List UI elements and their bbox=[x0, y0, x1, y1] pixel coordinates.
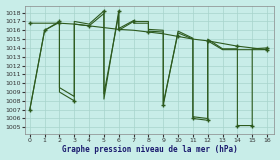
X-axis label: Graphe pression niveau de la mer (hPa): Graphe pression niveau de la mer (hPa) bbox=[62, 145, 238, 154]
